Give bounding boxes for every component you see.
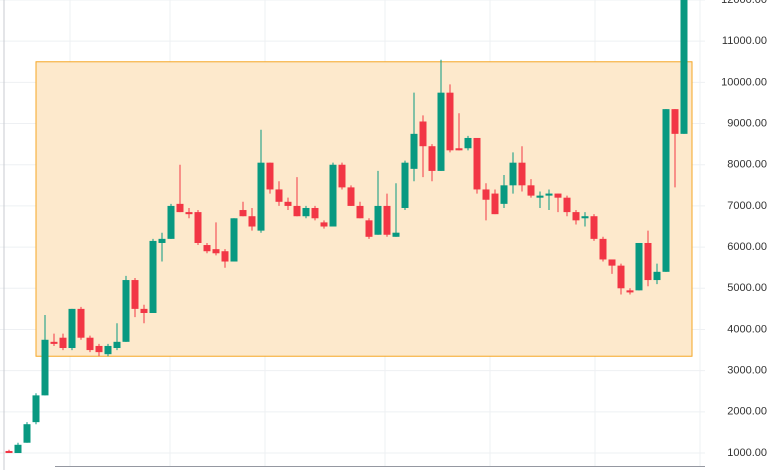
y-tick-label: 6000.00 — [727, 241, 767, 253]
candle-body — [149, 240, 157, 313]
candle-body — [662, 109, 670, 272]
y-tick-label: 1000.00 — [727, 447, 767, 459]
candle-body — [545, 193, 553, 196]
candle-body — [491, 193, 499, 215]
candle-body — [185, 212, 193, 215]
y-tick-label: 12000.00 — [721, 0, 767, 6]
candle-body — [518, 162, 526, 186]
candle-body — [266, 162, 274, 190]
candle-body — [77, 308, 85, 338]
candle-body — [104, 345, 112, 355]
candle-body — [203, 245, 211, 252]
candle-body — [284, 201, 292, 206]
candle-body — [311, 207, 319, 219]
candle-body — [365, 220, 373, 237]
candle-body — [428, 146, 436, 171]
candles — [5, 0, 688, 454]
candle-body — [122, 280, 130, 342]
candle-body — [347, 187, 355, 206]
candle-body — [158, 238, 166, 243]
candle-body — [212, 249, 220, 254]
candle-body — [221, 251, 229, 262]
y-tick-label: 11000.00 — [722, 35, 767, 47]
candle-body — [41, 339, 49, 396]
candle-body — [50, 341, 58, 344]
candle-body — [14, 444, 22, 454]
highlight-layer — [35, 61, 693, 357]
candle-body — [527, 185, 535, 196]
candle-body — [68, 308, 76, 349]
candle-body — [302, 207, 310, 217]
candle-body — [383, 205, 391, 235]
candle-body — [419, 121, 427, 147]
candle-body — [23, 424, 31, 443]
y-tick-label: 3000.00 — [727, 365, 767, 377]
candle-body — [338, 164, 346, 188]
candle-body — [356, 205, 364, 219]
candle-body — [626, 290, 634, 293]
y-tick-label: 4000.00 — [727, 323, 767, 335]
candle-body — [599, 238, 607, 260]
candle-body — [95, 345, 103, 353]
candle-body — [257, 162, 265, 231]
candle-body — [275, 189, 283, 202]
candle-body — [248, 216, 256, 227]
y-tick-label: 7000.00 — [727, 200, 767, 212]
candle-body — [5, 450, 13, 454]
y-tick-label: 10000.00 — [721, 76, 767, 88]
candle-body — [293, 205, 301, 217]
candle-body — [608, 259, 616, 266]
candle-body — [455, 148, 463, 151]
candle-body — [437, 92, 445, 171]
candle-body — [572, 212, 580, 221]
candle-body — [410, 133, 418, 169]
candle-body — [500, 185, 508, 204]
y-tick-label: 5000.00 — [727, 282, 767, 294]
candle-body — [329, 164, 337, 227]
candle-body — [617, 265, 625, 289]
candle-body — [554, 193, 562, 198]
candle-body — [590, 216, 598, 239]
candle-body — [653, 271, 661, 281]
candle-body — [86, 337, 94, 351]
candle-body — [446, 92, 454, 151]
candle-body — [320, 222, 328, 227]
candle-body — [635, 242, 643, 291]
candle-body — [464, 137, 472, 149]
candle-body — [563, 197, 571, 213]
candle-body — [239, 210, 247, 217]
candle-body — [113, 341, 121, 349]
candle-body — [374, 205, 382, 235]
y-tick-label: 9000.00 — [727, 117, 767, 129]
candle-body — [167, 205, 175, 239]
candle-body — [671, 109, 679, 134]
candle-body — [176, 203, 184, 213]
candle-body — [59, 337, 67, 349]
candle-body — [644, 242, 652, 281]
y-axis: 1000.00 2000.00 3000.00 4000.00 5000.00 6000.… — [721, 0, 767, 459]
candle-body — [140, 308, 148, 313]
highlight-range — [35, 61, 693, 357]
candle-body — [581, 216, 589, 219]
candle-body — [473, 137, 481, 190]
candle-body — [392, 232, 400, 237]
y-tick-label: 2000.00 — [727, 406, 767, 418]
candle-body — [509, 162, 517, 186]
candle-body — [482, 189, 490, 200]
candle-body — [32, 395, 40, 423]
y-tick-label: 8000.00 — [727, 159, 767, 171]
candle-body — [680, 0, 688, 134]
candle-body — [194, 212, 202, 243]
candle-body — [536, 195, 544, 198]
candle-body — [131, 280, 139, 309]
candle-body — [230, 218, 238, 262]
candle-body — [401, 162, 409, 208]
